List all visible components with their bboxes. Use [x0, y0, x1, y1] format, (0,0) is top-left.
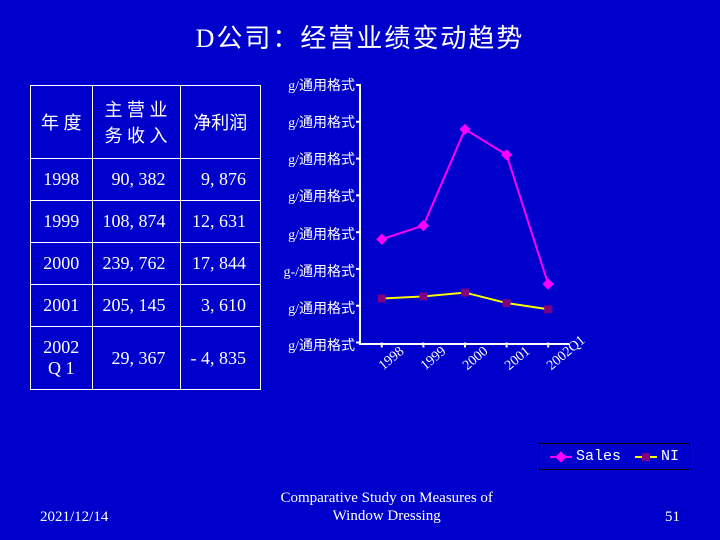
cell-revenue: 29, 367: [92, 327, 180, 390]
cell-profit: 9, 876: [180, 159, 261, 201]
chart-area: g/通用格式 g/通用格式 g-/通用格式 g/通用格式 g/通用格式 g/通用格式 g/通…: [269, 85, 702, 385]
legend-label-sales: Sales: [576, 448, 621, 465]
cell-year: 1998: [31, 159, 93, 201]
table-row: 2000 239, 762 17, 844: [31, 243, 261, 285]
y-axis-labels: g/通用格式g/通用格式g-/通用格式g/通用格式g/通用格式g/通用格式g/通…: [269, 85, 357, 345]
footer-page-number: 51: [665, 509, 680, 526]
legend-label-ni: NI: [661, 448, 679, 465]
table-row: 1999 108, 874 12, 631: [31, 201, 261, 243]
cell-year: 2000: [31, 243, 93, 285]
slide-title: D公司：经营业绩变动趋势: [0, 0, 720, 55]
x-tick-label: 2000: [460, 344, 492, 374]
x-tick-label: 1999: [418, 344, 450, 374]
y-tick-label: g/通用格式: [288, 75, 355, 95]
y-tick-label: g/通用格式: [288, 335, 355, 355]
y-tick-label: g-/通用格式: [283, 261, 355, 281]
table-row: 1998 90, 382 9, 876: [31, 159, 261, 201]
legend-swatch-sales: [550, 456, 572, 458]
chart-svg: [361, 85, 569, 343]
x-axis-labels: 19981999200020012002Q1: [359, 345, 569, 385]
legend-item-sales: Sales: [550, 448, 621, 465]
cell-profit: 3, 610: [180, 285, 261, 327]
cell-profit: - 4, 835: [180, 327, 261, 390]
legend-swatch-ni: [635, 456, 657, 458]
x-tick-label: 2001: [502, 344, 534, 374]
y-tick-label: g/通用格式: [288, 149, 355, 169]
footer-date: 2021/12/14: [40, 509, 108, 526]
slide-footer: 2021/12/14 Comparative Study on Measures…: [0, 489, 720, 527]
cell-year: 2001: [31, 285, 93, 327]
cell-revenue: 239, 762: [92, 243, 180, 285]
cell-year: 2002 Q 1: [31, 327, 93, 390]
col-year: 年 度: [31, 86, 93, 159]
content-row: 年 度 主 营 业 务 收 入 净利润 1998 90, 382 9, 876 …: [0, 55, 720, 390]
cell-year: 1999: [31, 201, 93, 243]
chart-plot: [359, 85, 569, 345]
chart-legend: Sales NI: [539, 443, 690, 470]
col-revenue: 主 营 业 务 收 入: [92, 86, 180, 159]
footer-title: Comparative Study on Measures of Window …: [108, 489, 665, 527]
cell-revenue: 90, 382: [92, 159, 180, 201]
table-header-row: 年 度 主 营 业 务 收 入 净利润: [31, 86, 261, 159]
cell-revenue: 108, 874: [92, 201, 180, 243]
y-tick-label: g/通用格式: [288, 186, 355, 206]
y-tick-label: g/通用格式: [288, 112, 355, 132]
y-tick-label: g/通用格式: [288, 224, 355, 244]
x-tick-label: 1998: [376, 344, 408, 374]
cell-profit: 12, 631: [180, 201, 261, 243]
table-row: 2002 Q 1 29, 367 - 4, 835: [31, 327, 261, 390]
legend-item-ni: NI: [635, 448, 679, 465]
col-profit: 净利润: [180, 86, 261, 159]
cell-profit: 17, 844: [180, 243, 261, 285]
table-row: 2001 205, 145 3, 610: [31, 285, 261, 327]
financial-table: 年 度 主 营 业 务 收 入 净利润 1998 90, 382 9, 876 …: [30, 85, 261, 390]
cell-revenue: 205, 145: [92, 285, 180, 327]
y-tick-label: g/通用格式: [288, 298, 355, 318]
